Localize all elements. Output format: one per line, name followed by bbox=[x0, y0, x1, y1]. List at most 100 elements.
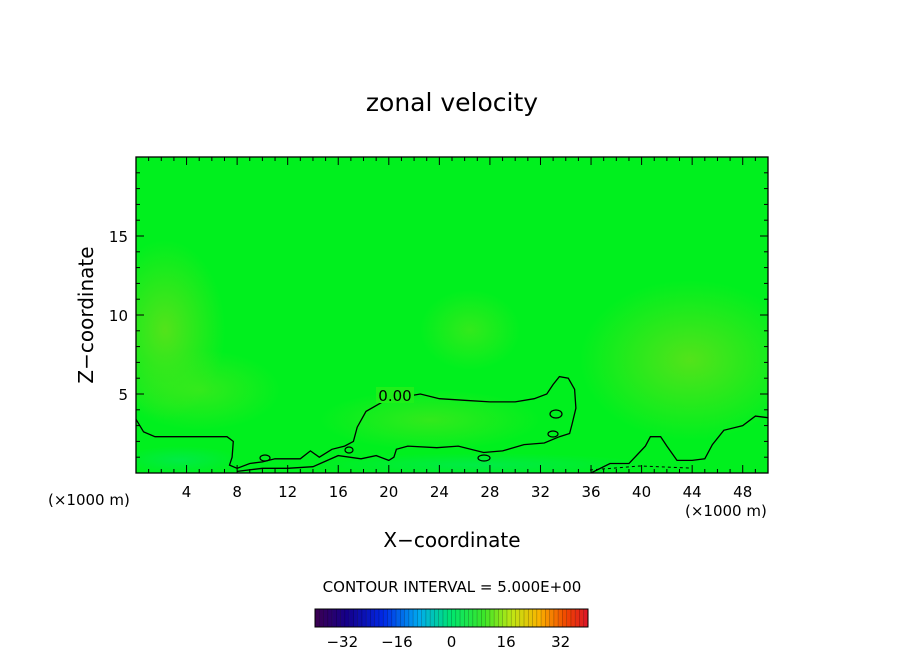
colorbar-cell bbox=[438, 609, 444, 627]
colorbar-cell bbox=[353, 609, 358, 627]
colorbar-cell bbox=[494, 609, 499, 627]
colorbar-cell bbox=[315, 609, 320, 627]
chart-title: zonal velocity bbox=[366, 88, 538, 117]
y-tick-label: 5 bbox=[118, 386, 128, 404]
contour-interval-text: CONTOUR INTERVAL = 5.000E+00 bbox=[323, 578, 582, 596]
colorbar-cell bbox=[340, 609, 346, 627]
field-blob-right bbox=[580, 280, 768, 440]
field-blob-center bbox=[320, 390, 540, 450]
colorbar-cell bbox=[344, 609, 350, 627]
x-tick-label: 28 bbox=[480, 483, 499, 501]
x-unit-right: (×1000 m) bbox=[685, 502, 767, 520]
colorbar-cell bbox=[570, 609, 576, 627]
x-tick-label: 20 bbox=[379, 483, 398, 501]
colorbar-cell bbox=[396, 609, 401, 627]
colorbar-cell bbox=[498, 609, 503, 627]
colorbar-cell bbox=[566, 609, 572, 627]
zero-contour-line-right bbox=[590, 415, 768, 473]
colorbar-cell bbox=[387, 609, 392, 627]
colorbar-cell bbox=[447, 609, 452, 627]
colorbar-cell bbox=[327, 609, 333, 627]
colorbar-cell bbox=[349, 609, 354, 627]
colorbar-cell bbox=[536, 609, 542, 627]
colorbar-cell bbox=[511, 609, 516, 627]
colorbar-cell bbox=[336, 609, 341, 627]
colorbar-cell bbox=[545, 609, 550, 627]
colorbar-cell bbox=[455, 609, 461, 627]
colorbar-cell bbox=[400, 609, 405, 627]
colorbar-cell bbox=[562, 609, 567, 627]
field-blob-mid bbox=[420, 290, 520, 370]
colorbar-cell bbox=[378, 609, 384, 627]
x-axis-ticks: 4 8 12 16 20 24 28 32 36 40 44 48 bbox=[148, 157, 756, 501]
colorbar-cell bbox=[417, 609, 422, 627]
colorbar-cell bbox=[502, 609, 508, 627]
colorbar bbox=[314, 608, 589, 628]
y-axis-ticks: 5 10 15 bbox=[109, 172, 768, 458]
colorbar-cell bbox=[434, 609, 439, 627]
colorbar-cell bbox=[430, 609, 435, 627]
x-tick-label: 40 bbox=[632, 483, 651, 501]
colorbar-cell bbox=[374, 609, 380, 627]
colorbar-cell bbox=[357, 609, 363, 627]
colorbar-cell bbox=[519, 609, 525, 627]
colorbar-cell bbox=[464, 609, 469, 627]
colorbar-cell bbox=[408, 609, 414, 627]
colorbar-cell bbox=[477, 609, 482, 627]
colorbar-cell bbox=[361, 609, 367, 627]
colorbar-cell bbox=[524, 609, 529, 627]
x-tick-label: 12 bbox=[278, 483, 297, 501]
colorbar-cell bbox=[442, 609, 448, 627]
colorbar-cell bbox=[319, 609, 324, 627]
colorbar-cell bbox=[532, 609, 538, 627]
colorbar-cell bbox=[468, 609, 474, 627]
colorbar-cell bbox=[485, 609, 491, 627]
x-tick-label: 4 bbox=[182, 483, 192, 501]
contour-island-5 bbox=[259, 454, 271, 462]
contour-island-1 bbox=[549, 409, 563, 419]
colorbar-labels: −32 −16 0 16 32 bbox=[326, 633, 570, 651]
colorbar-cell bbox=[579, 609, 584, 627]
x-tick-label: 32 bbox=[531, 483, 550, 501]
field-blob-low-left bbox=[136, 446, 240, 473]
x-axis-label: X−coordinate bbox=[383, 528, 520, 552]
x-unit-left: (×1000 m) bbox=[48, 491, 130, 509]
y-tick-label: 15 bbox=[109, 228, 128, 246]
colorbar-cell bbox=[332, 609, 337, 627]
x-tick-label: 16 bbox=[329, 483, 348, 501]
x-tick-label: 44 bbox=[683, 483, 702, 501]
colorbar-tick-label: 0 bbox=[447, 633, 457, 651]
contour-island-2 bbox=[547, 430, 559, 438]
x-tick-label: 24 bbox=[430, 483, 449, 501]
colorbar-cell bbox=[558, 609, 563, 627]
colorbar-tick-label: −32 bbox=[326, 633, 358, 651]
colorbar-cell bbox=[528, 609, 533, 627]
colorbar-cell bbox=[489, 609, 495, 627]
colorbar-cell bbox=[391, 609, 397, 627]
velocity-field bbox=[136, 157, 768, 473]
colorbar-cell bbox=[421, 609, 427, 627]
negative-contour-dashed bbox=[589, 465, 691, 471]
colorbar-cell bbox=[323, 609, 328, 627]
y-tick-label: 10 bbox=[109, 307, 128, 325]
colorbar-cell bbox=[425, 609, 431, 627]
colorbar-cell bbox=[506, 609, 512, 627]
contour-value-label: 0.00 bbox=[378, 387, 411, 405]
colorbar-tick-label: −16 bbox=[381, 633, 413, 651]
colorbar-cell bbox=[549, 609, 555, 627]
colorbar-cell bbox=[481, 609, 486, 627]
y-axis-label: Z−coordinate bbox=[74, 246, 98, 383]
contour-island-4 bbox=[477, 454, 491, 462]
colorbar-cell bbox=[404, 609, 410, 627]
x-tick-label: 48 bbox=[733, 483, 752, 501]
colorbar-cell bbox=[413, 609, 418, 627]
colorbar-cell bbox=[383, 609, 388, 627]
colorbar-cell bbox=[553, 609, 559, 627]
colorbar-cell bbox=[575, 609, 580, 627]
colorbar-cell bbox=[583, 609, 589, 627]
contour-island-3 bbox=[344, 446, 354, 454]
field-blob-left-low bbox=[136, 350, 280, 430]
x-tick-label: 8 bbox=[232, 483, 242, 501]
colorbar-tick-label: 32 bbox=[551, 633, 570, 651]
